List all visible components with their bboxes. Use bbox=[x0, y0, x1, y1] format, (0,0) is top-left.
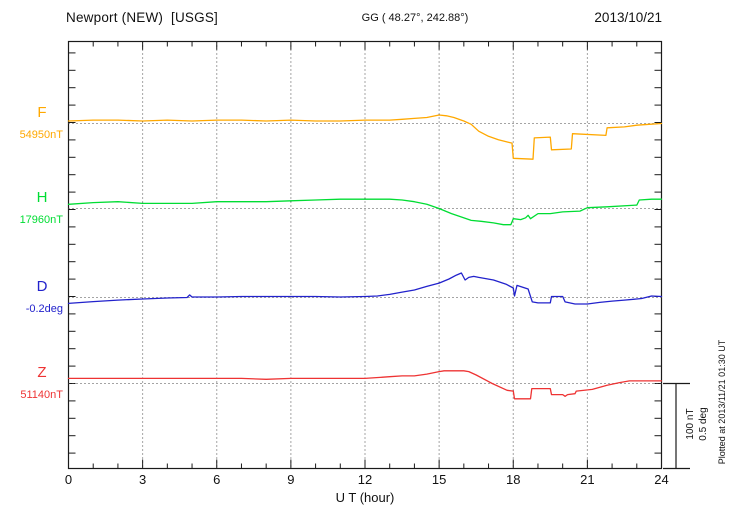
series-letter-Z: Z bbox=[37, 363, 47, 381]
plotted-at-note: Plotted at 2013/11/21 01:30 UT bbox=[717, 339, 727, 465]
scale-bar-label-deg: 0.5 deg bbox=[698, 407, 709, 441]
series-baseline-F: 54950nT bbox=[19, 128, 63, 141]
trace-F bbox=[67, 114, 663, 160]
plot-date: 2013/10/21 bbox=[594, 10, 662, 25]
series-letter-H: H bbox=[36, 188, 48, 206]
x-axis-label: U T (hour) bbox=[335, 490, 395, 505]
x-tick-label-3: 3 bbox=[139, 472, 147, 487]
x-tick-label-15: 15 bbox=[431, 472, 447, 487]
trace-D bbox=[67, 272, 663, 305]
trace-Z bbox=[67, 370, 663, 400]
geographic-coordinates: GG ( 48.27°, 242.88°) bbox=[361, 12, 469, 24]
x-tick-label-0: 0 bbox=[64, 472, 73, 487]
x-tick-label-24: 24 bbox=[654, 472, 669, 487]
series-letter-D: D bbox=[36, 277, 48, 295]
observatory-title: Newport (NEW) [USGS] bbox=[66, 10, 218, 25]
x-tick-label-9: 9 bbox=[287, 472, 295, 487]
x-tick-label-21: 21 bbox=[580, 472, 595, 487]
series-baseline-Z: 51140nT bbox=[20, 388, 63, 401]
x-tick-label-12: 12 bbox=[357, 472, 373, 487]
x-tick-label-18: 18 bbox=[506, 472, 521, 487]
series-letter-F: F bbox=[37, 103, 47, 121]
series-baseline-H: 17960nT bbox=[19, 213, 63, 226]
scale-bar-label-nt: 100 nT bbox=[685, 408, 696, 440]
trace-H bbox=[67, 198, 663, 226]
series-baseline-D: -0.2deg bbox=[25, 302, 63, 315]
scale-bar-label: 100 nT 0.5 deg bbox=[684, 379, 710, 469]
x-tick-label-6: 6 bbox=[213, 472, 221, 487]
